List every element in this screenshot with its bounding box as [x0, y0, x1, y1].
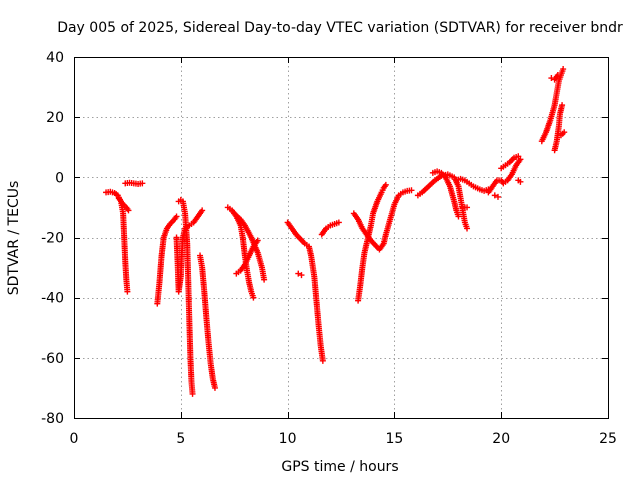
- tick-labels: 0 5 10 15 20 25 -80 -60 -40 -20 0 20 40: [41, 50, 617, 447]
- data-point: [298, 272, 305, 279]
- data-point: [408, 187, 415, 194]
- data-point: [464, 204, 471, 211]
- y-tick-label: 0: [55, 170, 64, 186]
- data-point: [560, 66, 567, 73]
- x-axis-label: GPS time / hours: [281, 459, 398, 475]
- chart-title: Day 005 of 2025, Sidereal Day-to-day VTE…: [57, 20, 623, 36]
- data-point: [199, 207, 206, 214]
- data-point: [517, 178, 524, 185]
- data-point: [295, 270, 302, 277]
- y-axis-label: SDTVAR / TECUs: [6, 181, 22, 296]
- x-tick-label: 25: [599, 431, 617, 447]
- data-point: [382, 181, 389, 188]
- data-point: [464, 225, 471, 232]
- grid-lines: [74, 57, 608, 418]
- y-tick-label: -40: [41, 291, 64, 307]
- data-point: [515, 153, 522, 160]
- data-point: [189, 390, 196, 397]
- data-point: [554, 72, 561, 79]
- data-point: [125, 207, 132, 214]
- data-point: [559, 102, 566, 109]
- x-tick-label: 10: [279, 431, 297, 447]
- data-point: [124, 288, 131, 295]
- data-point: [491, 192, 498, 199]
- data-point: [517, 156, 524, 163]
- data-point: [494, 193, 501, 200]
- x-tick-label: 20: [492, 431, 510, 447]
- y-tick-label: -20: [41, 231, 64, 247]
- data-point: [261, 276, 268, 283]
- y-tick-label: -60: [41, 351, 64, 367]
- data-point: [173, 213, 180, 220]
- x-tick-label: 15: [385, 431, 403, 447]
- data-point: [561, 129, 568, 136]
- data-points: [103, 66, 568, 397]
- tick-marks: [74, 57, 609, 419]
- x-tick-label: 5: [176, 431, 185, 447]
- data-point: [319, 357, 326, 364]
- y-tick-label: 40: [46, 50, 64, 66]
- data-point: [211, 384, 218, 391]
- plot-frame: [74, 57, 609, 419]
- data-point: [139, 180, 146, 187]
- data-point: [335, 219, 342, 226]
- data-point: [455, 213, 462, 220]
- y-tick-label: 20: [46, 110, 64, 126]
- x-tick-label: 0: [70, 431, 79, 447]
- data-point: [250, 294, 257, 301]
- y-tick-label: -80: [41, 411, 64, 427]
